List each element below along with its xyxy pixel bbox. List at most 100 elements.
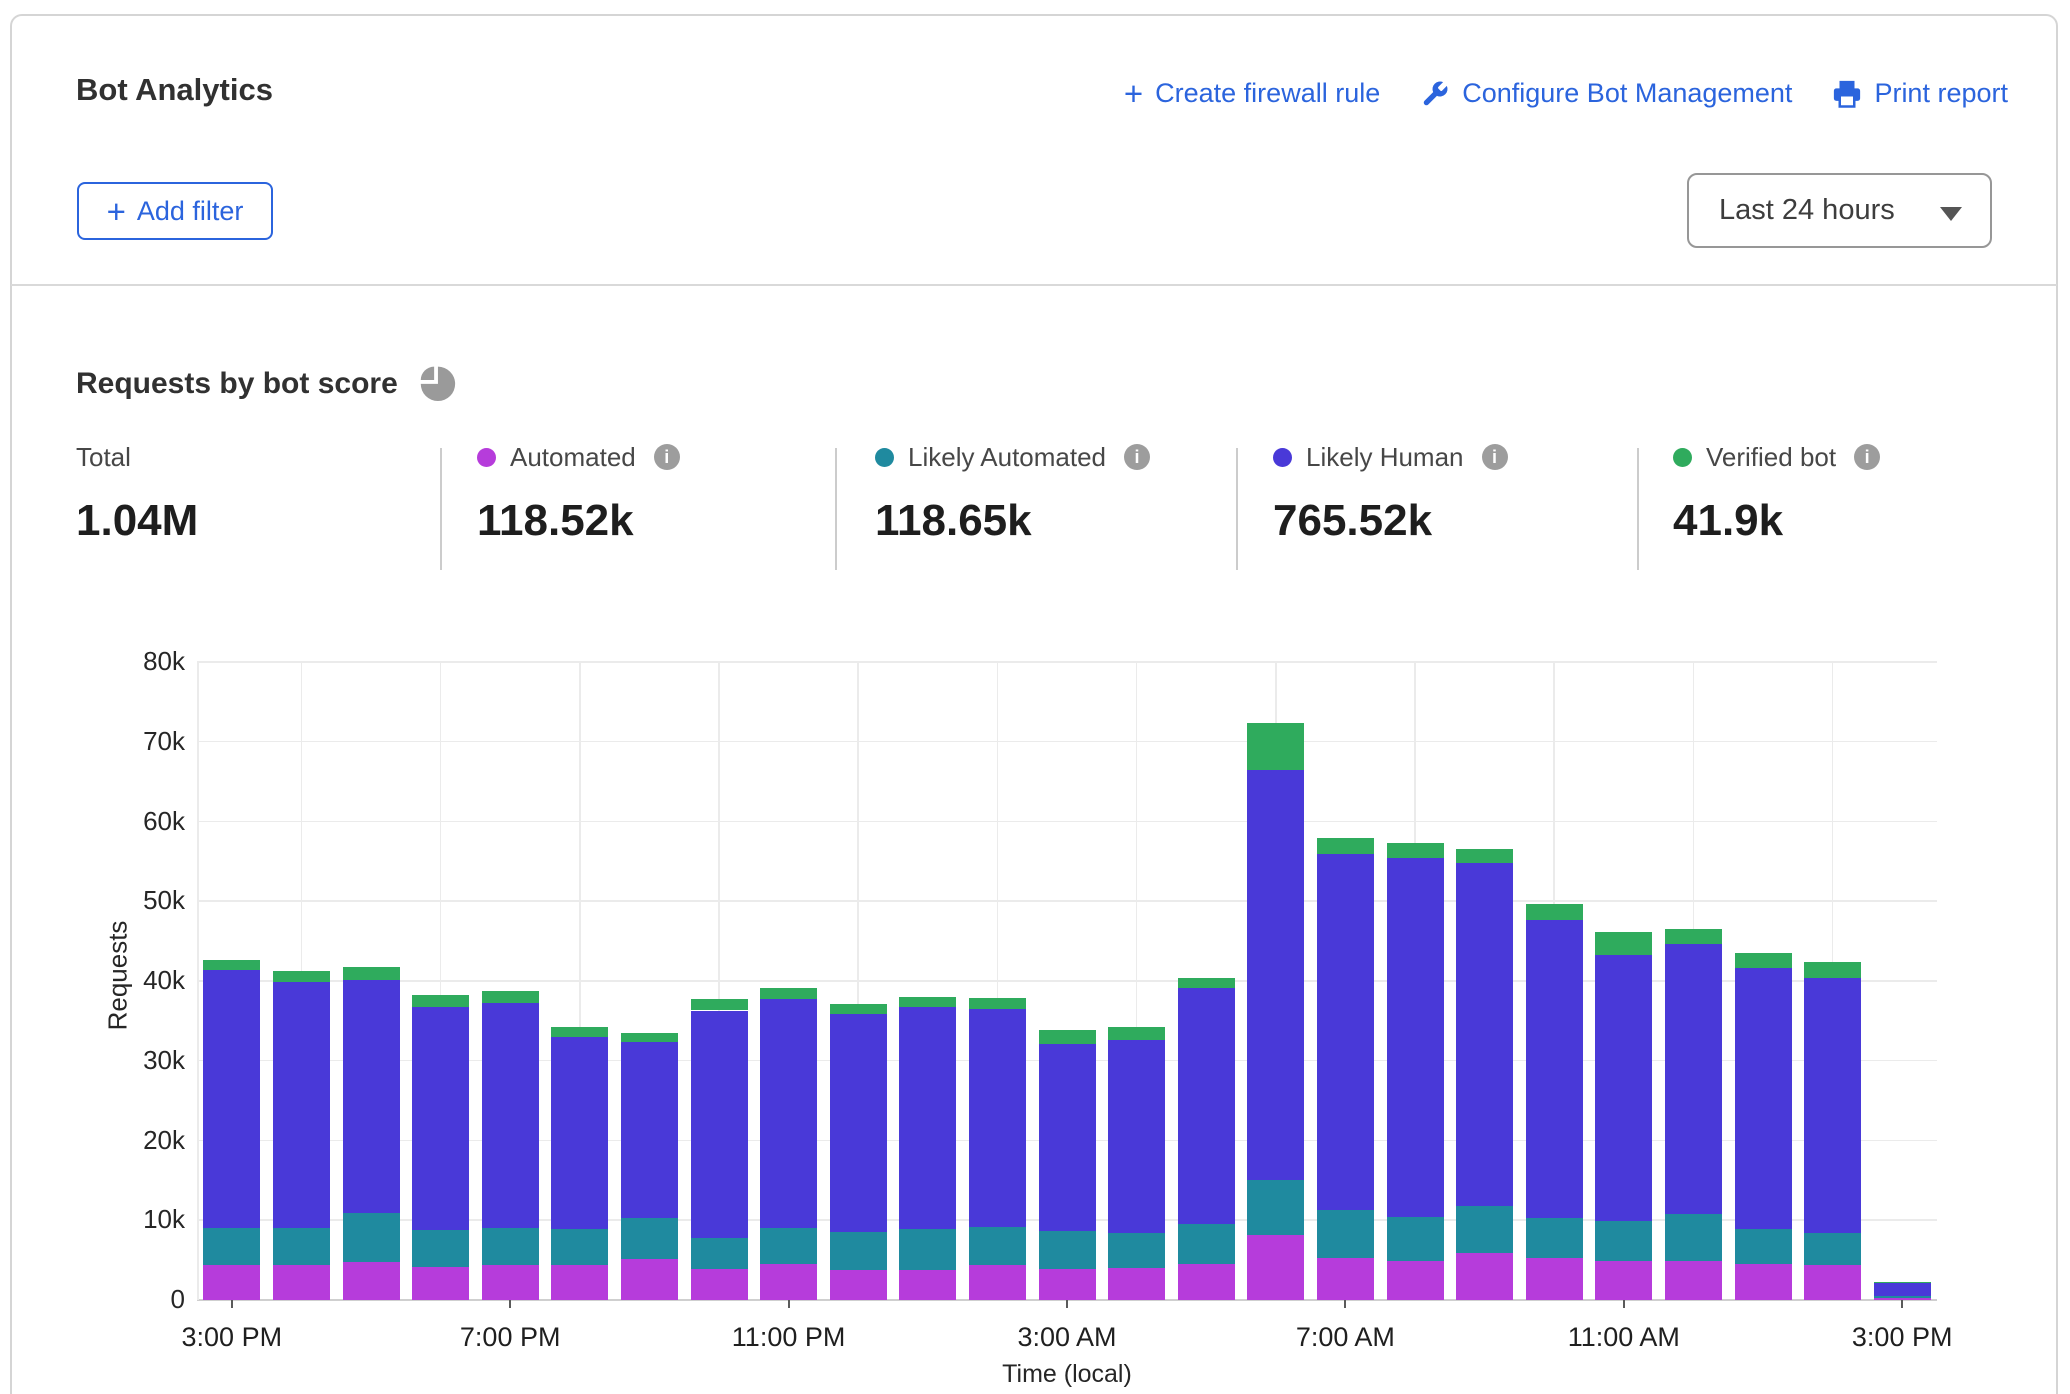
bar-segment-verified-bot[interactable] [1873,1281,1931,1284]
bar-segment-likely-automated[interactable] [968,1226,1026,1265]
bar-segment-likely-automated[interactable] [272,1228,330,1265]
bar-segment-likely-human[interactable] [760,998,818,1229]
bar-segment-likely-human[interactable] [829,1014,887,1233]
bar-segment-automated[interactable] [551,1264,609,1300]
bar-segment-verified-bot[interactable] [1177,977,1235,989]
bar-segment-automated[interactable] [1247,1235,1305,1300]
info-icon[interactable]: i [1481,444,1508,470]
bar-segment-verified-bot[interactable] [1108,1027,1166,1040]
bar-segment-automated[interactable] [829,1269,887,1300]
bar-segment-verified-bot[interactable] [690,999,748,1011]
bar-segment-verified-bot[interactable] [829,1004,887,1015]
bar-segment-automated[interactable] [203,1264,261,1300]
bar-segment-likely-human[interactable] [1595,954,1653,1222]
bar-segment-verified-bot[interactable] [899,996,957,1007]
bar-segment-likely-human[interactable] [899,1006,957,1230]
bar-segment-likely-automated[interactable] [620,1217,678,1259]
bar-segment-likely-automated[interactable] [1316,1209,1374,1258]
bar-segment-likely-automated[interactable] [1038,1230,1096,1269]
bar-segment-likely-automated[interactable] [342,1213,400,1262]
bar-segment-likely-human[interactable] [690,1010,748,1238]
bar-segment-automated[interactable] [620,1258,678,1300]
bar-segment-likely-human[interactable] [1734,968,1792,1230]
bar-segment-likely-automated[interactable] [1664,1213,1722,1261]
bar-segment-verified-bot[interactable] [1664,929,1722,944]
bar-segment-likely-human[interactable] [1177,988,1235,1225]
configure-bot-management-link[interactable]: Configure Bot Management [1420,78,1792,109]
bar-segment-verified-bot[interactable] [760,988,818,999]
bar-segment-likely-human[interactable] [1386,858,1444,1218]
bar-segment-likely-human[interactable] [1525,919,1583,1218]
bar-segment-likely-human[interactable] [1316,854,1374,1210]
bar-segment-likely-human[interactable] [968,1008,1026,1227]
bar-segment-automated[interactable] [1456,1252,1514,1300]
bar-segment-automated[interactable] [272,1264,330,1300]
bar-segment-verified-bot[interactable] [481,991,539,1004]
bar-segment-likely-automated[interactable] [412,1229,470,1268]
bar-segment-automated[interactable] [1177,1264,1235,1300]
bar-segment-automated[interactable] [1595,1260,1653,1300]
bar-segment-likely-human[interactable] [620,1042,678,1218]
bar-segment-likely-automated[interactable] [1247,1180,1305,1236]
bar-segment-automated[interactable] [1734,1264,1792,1300]
bar-segment-verified-bot[interactable] [1247,723,1305,771]
bar-segment-likely-human[interactable] [481,1003,539,1229]
bar-segment-verified-bot[interactable] [968,997,1026,1009]
bar-segment-likely-automated[interactable] [1734,1229,1792,1265]
bar-segment-likely-automated[interactable] [1804,1233,1862,1265]
bar-segment-verified-bot[interactable] [1316,838,1374,855]
bar-segment-verified-bot[interactable] [551,1027,609,1037]
bar-segment-likely-human[interactable] [412,1006,470,1230]
bar-segment-likely-human[interactable] [1247,770,1305,1181]
bar-segment-automated[interactable] [1386,1260,1444,1300]
info-icon[interactable]: i [1124,444,1151,470]
bar-segment-likely-automated[interactable] [829,1232,887,1270]
bar-segment-automated[interactable] [412,1267,470,1300]
create-firewall-rule-link[interactable]: + Create firewall rule [1124,77,1380,110]
bar-segment-likely-automated[interactable] [203,1228,261,1265]
bar-segment-likely-human[interactable] [1873,1282,1931,1296]
bar-segment-verified-bot[interactable] [1456,849,1514,863]
bar-segment-automated[interactable] [1873,1297,1931,1300]
bar-segment-likely-human[interactable] [272,981,330,1229]
bar-segment-automated[interactable] [1108,1268,1166,1300]
bar-segment-automated[interactable] [1316,1257,1374,1300]
time-range-select[interactable]: Last 24 hours [1687,173,1992,248]
bar-segment-automated[interactable] [481,1264,539,1300]
bar-segment-verified-bot[interactable] [412,995,470,1007]
bar-segment-verified-bot[interactable] [1038,1030,1096,1044]
bar-segment-verified-bot[interactable] [1734,953,1792,969]
info-icon[interactable]: i [1854,444,1881,470]
bar-segment-verified-bot[interactable] [1804,961,1862,978]
bar-segment-likely-automated[interactable] [1456,1205,1514,1253]
bar-segment-likely-automated[interactable] [1525,1217,1583,1258]
info-icon[interactable]: i [653,444,680,470]
bar-segment-automated[interactable] [690,1268,748,1300]
bar-segment-likely-automated[interactable] [481,1228,539,1265]
bar-segment-automated[interactable] [899,1269,957,1300]
bar-segment-likely-automated[interactable] [1873,1295,1931,1298]
add-filter-button[interactable]: + Add filter [77,182,273,240]
bar-segment-verified-bot[interactable] [342,967,400,981]
bar-segment-likely-human[interactable] [1804,977,1862,1233]
bar-segment-likely-automated[interactable] [1595,1221,1653,1261]
bar-segment-verified-bot[interactable] [1595,931,1653,955]
bar-segment-likely-human[interactable] [1456,862,1514,1206]
bar-segment-likely-automated[interactable] [551,1229,609,1265]
bar-segment-likely-human[interactable] [1108,1040,1166,1233]
bar-segment-likely-automated[interactable] [899,1229,957,1270]
bar-segment-verified-bot[interactable] [1386,843,1444,859]
bar-segment-automated[interactable] [342,1261,400,1300]
bar-segment-likely-automated[interactable] [1177,1224,1235,1265]
bar-segment-likely-automated[interactable] [1386,1217,1444,1261]
bar-segment-automated[interactable] [760,1264,818,1300]
bar-segment-verified-bot[interactable] [203,960,261,970]
bar-segment-automated[interactable] [968,1264,1026,1300]
print-report-link[interactable]: Print report [1832,78,2008,109]
bar-segment-verified-bot[interactable] [1525,904,1583,920]
bar-segment-verified-bot[interactable] [272,971,330,982]
bar-segment-likely-automated[interactable] [1108,1233,1166,1269]
bar-segment-likely-human[interactable] [1038,1044,1096,1231]
bar-segment-likely-human[interactable] [1664,943,1722,1214]
bar-segment-likely-human[interactable] [551,1036,609,1229]
